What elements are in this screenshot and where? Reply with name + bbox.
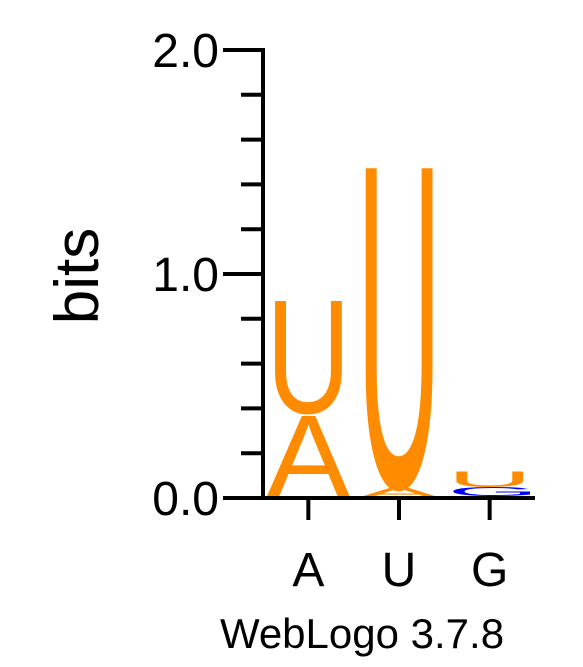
x-tick-label: U bbox=[382, 544, 417, 597]
y-tick-label: 2.0 bbox=[152, 25, 219, 78]
footer-credit: WebLogo 3.7.8 bbox=[220, 610, 504, 657]
logo-letter-g: G bbox=[447, 484, 538, 498]
logo-letter-u: U bbox=[447, 467, 532, 492]
x-tick-label: G bbox=[471, 544, 508, 597]
y-tick-label: 1.0 bbox=[152, 249, 219, 302]
x-tick-label: A bbox=[292, 544, 324, 597]
stack-a: AU bbox=[266, 267, 351, 524]
stack-g: CGU bbox=[447, 467, 538, 499]
y-ticks: 0.0 1.0 2.0 bbox=[152, 25, 263, 526]
logo-letter-u: U bbox=[266, 267, 351, 448]
y-axis-title: bits bbox=[43, 228, 112, 324]
y-tick-label: 0.0 bbox=[152, 473, 219, 526]
